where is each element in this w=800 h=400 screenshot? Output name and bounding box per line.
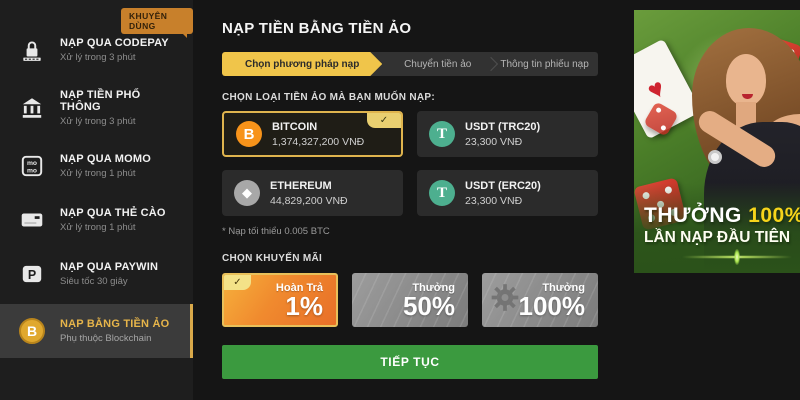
crypto-section-label: CHỌN LOẠI TIỀN ẢO MÀ BẠN MUỐN NẠP: [222,92,435,103]
crypto-card-usdt-erc20[interactable]: T USDT (ERC20) 23,300 VNĐ [417,170,598,216]
crypto-rate: 23,300 VNĐ [465,194,523,207]
promo-banner[interactable]: A ♥ [634,10,800,273]
step-transfer-crypto[interactable]: Chuyển tiền ảo [370,52,492,76]
sidebar-item-label: NẠP BẰNG TIỀN ẢO [60,318,170,330]
crypto-card-usdt-trc20[interactable]: T USDT (TRC20) 23,300 VNĐ [417,111,598,157]
continue-button[interactable]: TIẾP TỤC [222,345,598,379]
banner-line2: LẦN NẠP ĐẦU TIÊN [644,229,791,246]
sidebar-item-label: NẠP TIỀN PHỔ THÔNG [60,89,141,113]
deposit-main-panel: NẠP TIỀN BẰNG TIỀN ẢO Chọn phương pháp n… [222,0,598,379]
crypto-name: USDT (ERC20) [465,179,541,192]
promo-value: 100% [518,290,586,321]
promo-grid: ✓ Hoàn Trả 1% Thưởng 50% Thưởng 100% [222,273,598,327]
promo-card-hoan-tra-1[interactable]: ✓ Hoàn Trả 1% [222,273,338,327]
crypto-grid: ✓ B BITCOIN 1,374,327,200 VNĐ T USDT (TR… [222,111,598,216]
promo-value: 1% [285,290,323,321]
heart-icon: ♥ [641,71,670,106]
sidebar-item-tien-ao[interactable]: B NẠP BẰNG TIỀN ẢO Phụ thuộc Blockchain [0,304,193,358]
paywin-icon: P [17,259,47,289]
crypto-name: ETHEREUM [270,179,332,192]
bitcoin-coin-icon: B [17,316,47,346]
sidebar-item-momo[interactable]: mo mo NẠP QUA MOMO Xử lý trong 1 phút [0,142,193,190]
svg-text:P: P [28,268,36,282]
page-title: NẠP TIỀN BẰNG TIỀN ẢO [222,20,412,37]
sidebar-item-sub: Xử lý trong 1 phút [60,222,136,233]
svg-text:mo: mo [27,160,37,167]
crypto-rate: 44,829,200 VNĐ [270,194,348,207]
woman-lips [742,94,753,99]
deposit-methods-sidebar: KHUYÊN DÙNG NẠP QUA CODEPAY Xử lý trong … [0,0,193,400]
sidebar-item-label: NẠP QUA PAYWIN [60,261,159,273]
tether-icon: T [429,180,455,206]
ethereum-icon: ◆ [234,180,260,206]
crypto-name: USDT (TRC20) [465,120,541,133]
bitcoin-icon: B [236,121,262,147]
momo-icon: mo mo [17,151,47,181]
gear-icon [489,282,521,319]
sidebar-item-label: NẠP QUA CODEPAY [60,37,169,49]
sidebar-item-sub: Phụ thuộc Blockchain [60,333,152,344]
tether-icon: T [429,121,455,147]
min-deposit-note: * Nạp tối thiểu 0.005 BTC [222,226,330,237]
deposit-method-list: NẠP QUA CODEPAY Xử lý trong 3 phút NẠP T… [0,0,193,358]
promo-card-thuong-50[interactable]: Thưởng 50% [352,273,468,327]
promo-value: 50% [402,290,455,321]
banner-text: THƯỞNG 100% LẦN NẠP ĐẦU TIÊN [644,204,800,247]
step-receipt-info[interactable]: Thông tin phiếu nạp [491,52,598,76]
svg-text:mo: mo [27,168,37,175]
sidebar-item-sub: Xử lý trong 3 phút [60,52,136,63]
credit-card-icon [17,205,47,235]
banner-line1: THƯỞNG [644,204,749,227]
crypto-name: BITCOIN [272,120,318,133]
sidebar-item-label: NẠP QUA MOMO [60,153,152,165]
crypto-card-ethereum[interactable]: ◆ ETHEREUM 44,829,200 VNĐ [222,170,403,216]
step-choose-method[interactable]: Chọn phương pháp nạp [222,52,382,76]
deposit-steps: Chọn phương pháp nạp Chuyển tiền ảo Thôn… [222,52,598,76]
crypto-rate: 1,374,327,200 VNĐ [272,135,365,148]
sidebar-item-sub: Xử lý trong 3 phút [60,116,136,127]
wrist-watch [708,150,722,164]
sidebar-item-codepay[interactable]: NẠP QUA CODEPAY Xử lý trong 3 phút [0,26,193,74]
promo-label: Thưởng [412,281,455,294]
sidebar-item-pho-thong[interactable]: NẠP TIỀN PHỔ THÔNG Xử lý trong 3 phút [0,80,193,136]
crypto-card-bitcoin[interactable]: ✓ B BITCOIN 1,374,327,200 VNĐ [222,111,403,157]
promo-card-thuong-100[interactable]: Thưởng 100% [482,273,598,327]
sparkle-icon [682,249,792,265]
promo-label: Hoàn Trả [275,281,323,294]
bank-icon [17,93,47,123]
banner-line1-highlight: 100% [748,204,800,227]
crypto-rate: 23,300 VNĐ [465,135,523,148]
sidebar-item-label: NẠP QUA THẺ CÀO [60,207,166,219]
check-icon: ✓ [224,275,251,290]
sidebar-item-the-cao[interactable]: NẠP QUA THẺ CÀO Xử lý trong 1 phút [0,196,193,244]
sidebar-item-paywin[interactable]: P NẠP QUA PAYWIN Siêu tốc 30 giây [0,250,193,298]
check-icon: ✓ [367,113,401,128]
promo-section-label: CHỌN KHUYẾN MÃI [222,253,323,264]
sidebar-item-sub: Siêu tốc 30 giây [60,276,128,287]
recommended-badge: KHUYÊN DÙNG [121,8,193,38]
sidebar-item-sub: Xử lý trong 1 phút [60,168,136,179]
lock-keypad-icon [17,35,47,65]
woman-neck [736,102,756,128]
promo-label: Thưởng [542,281,585,294]
